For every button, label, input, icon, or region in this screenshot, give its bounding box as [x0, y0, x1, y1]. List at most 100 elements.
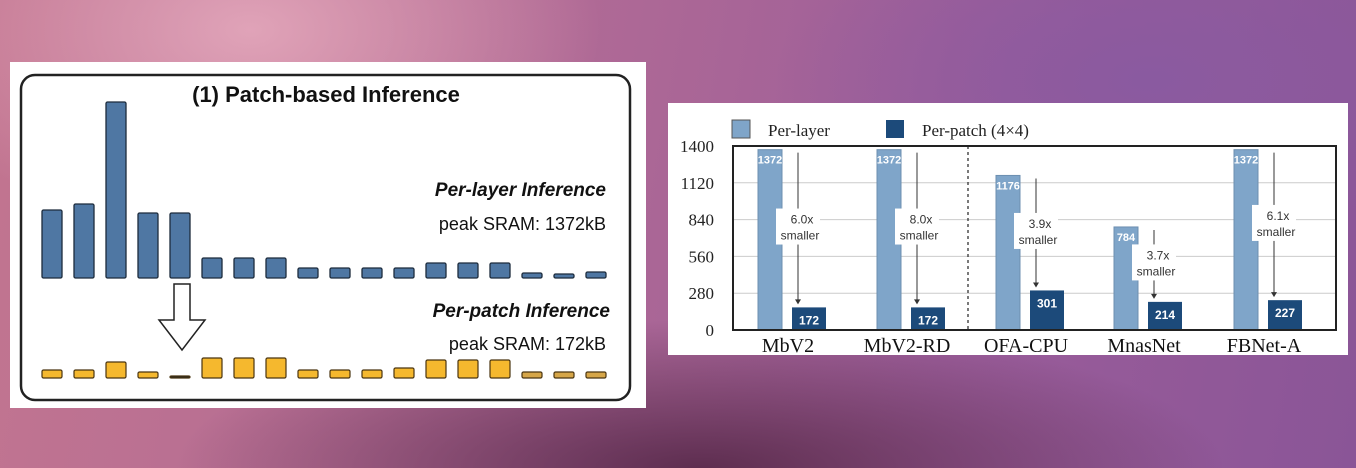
ratio-label-bg — [1014, 212, 1058, 249]
ratio-value: 3.7x — [1147, 248, 1170, 262]
arrow-head-icon — [914, 299, 920, 305]
per-layer-value: 1372 — [877, 155, 901, 167]
per-layer-value: 1372 — [758, 155, 782, 167]
per-layer-bar — [489, 262, 511, 279]
per-patch-bar — [297, 369, 319, 379]
per-layer-bar — [393, 267, 415, 279]
per-layer-bar — [521, 272, 543, 279]
ratio-value: 6.1x — [1267, 209, 1290, 223]
per-patch-bar — [265, 357, 287, 379]
y-tick-label: 1120 — [681, 174, 714, 193]
per-patch-bar — [1030, 290, 1064, 330]
ratio-text: smaller — [900, 229, 939, 243]
left-title: (1) Patch-based Inference — [192, 82, 460, 107]
per-layer-bar — [41, 209, 63, 279]
ratio-value: 6.0x — [791, 213, 814, 227]
per-layer-bar — [361, 267, 383, 279]
ratio-text: smaller — [781, 229, 820, 243]
per-patch-bar — [73, 369, 95, 379]
legend-label-per-layer: Per-layer — [768, 121, 830, 140]
category-label: MnasNet — [1107, 335, 1181, 357]
right-panel: Per-layer Per-patch (4×4) 0 280 560 840 1120… — [668, 103, 1348, 357]
per-layer-value: 1372 — [1234, 155, 1258, 167]
per-patch-bar — [329, 369, 351, 379]
arrow-head-icon — [1033, 282, 1039, 288]
arrow-head-icon — [1271, 292, 1277, 298]
per-patch-bar — [233, 357, 255, 379]
per-patch-bar — [41, 369, 63, 379]
category-label: MbV2-RD — [864, 335, 951, 357]
per-layer-bar — [73, 203, 95, 279]
y-tick-label: 840 — [689, 211, 715, 230]
per-patch-peak: peak SRAM: 172kB — [449, 334, 606, 354]
arrow-head-icon — [1151, 293, 1157, 299]
per-patch-bar — [393, 367, 415, 379]
per-layer-bar — [169, 212, 191, 279]
per-patch-bar — [169, 375, 191, 379]
per-patch-bar — [361, 369, 383, 379]
ratio-text: smaller — [1257, 225, 1296, 239]
per-layer-bar — [137, 212, 159, 279]
down-arrow-icon — [157, 283, 207, 352]
ratio-label-bg — [1132, 244, 1176, 281]
per-patch-value: 172 — [918, 313, 938, 327]
per-patch-value: 227 — [1275, 306, 1295, 320]
left-panel-border — [19, 73, 632, 402]
per-layer-bar — [265, 257, 287, 279]
per-patch-bar — [105, 361, 127, 379]
per-patch-bar — [137, 371, 159, 379]
y-tick-label: 280 — [689, 284, 715, 303]
per-layer-bar — [457, 262, 479, 279]
per-layer-peak: peak SRAM: 1372kB — [439, 214, 606, 234]
arrow-head-icon — [795, 299, 801, 305]
ratio-text: smaller — [1019, 233, 1058, 247]
per-patch-bar — [792, 307, 826, 330]
ratio-text: smaller — [1137, 264, 1176, 278]
per-layer-bar — [553, 273, 575, 279]
per-patch-bar — [201, 357, 223, 379]
per-patch-bar — [585, 371, 607, 379]
legend-label-per-patch: Per-patch (4×4) — [922, 121, 1029, 140]
ratio-label-bg — [776, 208, 820, 245]
per-layer-bar — [995, 174, 1021, 331]
legend-swatch-per-patch — [886, 120, 904, 138]
category-label: MbV2 — [762, 335, 814, 357]
per-patch-label: Per-patch Inference — [433, 301, 611, 322]
ratio-label-bg — [1252, 204, 1296, 241]
per-patch-bar — [489, 359, 511, 379]
per-patch-bar — [553, 371, 575, 379]
y-tick-label: 560 — [689, 247, 715, 266]
category-label: FBNet-A — [1227, 335, 1302, 357]
per-layer-value: 1176 — [996, 180, 1020, 192]
left-panel: (1) Patch-based Inference Per-layer Infe… — [10, 62, 646, 408]
per-patch-bar — [425, 359, 447, 379]
ratio-label-bg — [895, 208, 939, 245]
plot-frame — [732, 145, 1337, 331]
ratio-value: 3.9x — [1029, 217, 1052, 231]
per-layer-value: 784 — [1117, 232, 1136, 244]
per-patch-value: 301 — [1037, 296, 1057, 310]
per-layer-bar — [425, 262, 447, 279]
per-layer-label: Per-layer Inference — [435, 180, 607, 201]
category-label: OFA-CPU — [984, 335, 1069, 357]
per-layer-bar — [297, 267, 319, 279]
left-bars — [41, 101, 607, 379]
legend-swatch-per-layer — [731, 119, 751, 139]
ratio-value: 8.0x — [910, 213, 933, 227]
y-tick-label: 1400 — [680, 137, 714, 156]
per-layer-bar — [201, 257, 223, 279]
per-layer-bar — [585, 271, 607, 279]
right-bars: 1372 172 6.0x smaller MbV2 1372 172 8.0x smaller… — [757, 149, 1302, 357]
y-tick-label: 0 — [706, 321, 715, 340]
per-patch-bar — [1148, 301, 1182, 330]
per-layer-bar — [233, 257, 255, 279]
per-layer-bar — [329, 267, 351, 279]
per-patch-bar — [521, 371, 543, 379]
per-patch-value: 172 — [799, 313, 819, 327]
per-patch-value: 214 — [1155, 308, 1175, 322]
per-patch-bar — [911, 307, 945, 330]
per-patch-bar — [457, 359, 479, 379]
per-patch-bar — [1268, 300, 1302, 330]
per-layer-bar — [105, 101, 127, 279]
